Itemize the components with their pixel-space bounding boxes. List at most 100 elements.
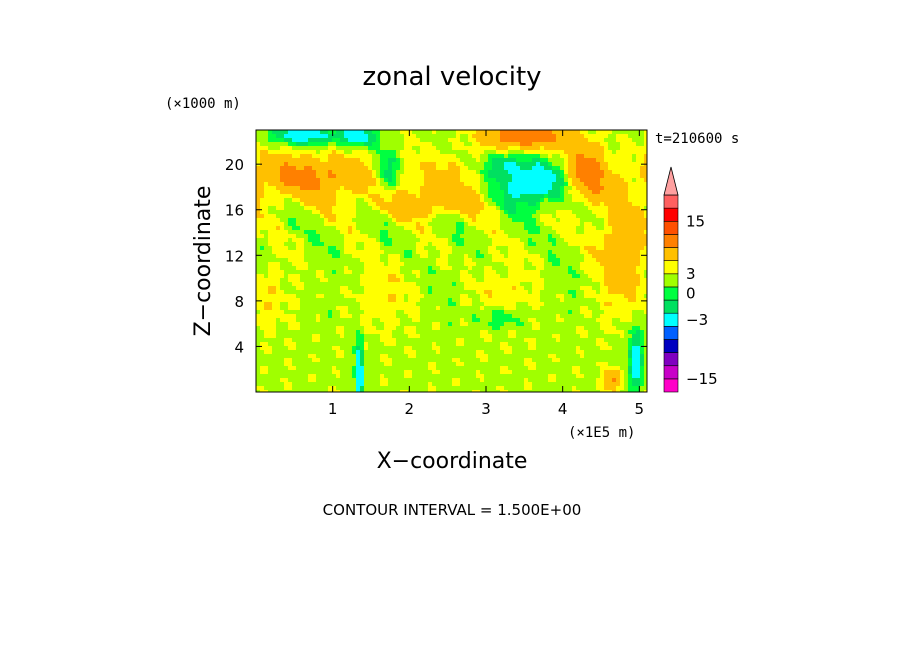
contour-cell <box>416 182 421 187</box>
contour-cell <box>256 194 261 199</box>
contour-cell <box>284 318 289 323</box>
contour-cell <box>448 162 453 167</box>
contour-cell <box>540 230 545 235</box>
contour-cell <box>636 238 641 243</box>
contour-cell <box>580 202 585 207</box>
contour-cell <box>400 190 405 195</box>
contour-cell <box>600 306 605 311</box>
contour-cell <box>300 170 305 175</box>
contour-cell <box>364 162 369 167</box>
contour-cell <box>448 274 453 279</box>
contour-cell <box>420 306 425 311</box>
contour-cell <box>384 278 389 283</box>
contour-cell <box>312 174 317 179</box>
contour-cell <box>532 274 537 279</box>
contour-cell <box>512 306 517 311</box>
contour-cell <box>532 258 537 263</box>
contour-cell <box>280 258 285 263</box>
contour-cell <box>436 174 441 179</box>
contour-cell <box>616 254 621 259</box>
contour-cell <box>344 258 349 263</box>
contour-cell <box>308 258 313 263</box>
contour-cell <box>392 198 397 203</box>
contour-cell <box>328 218 333 223</box>
contour-cell <box>540 130 545 135</box>
contour-cell <box>644 138 647 143</box>
contour-cell <box>344 210 349 215</box>
contour-cell <box>256 134 261 139</box>
contour-cell <box>336 234 341 239</box>
contour-cell <box>504 254 509 259</box>
contour-cell <box>504 262 509 267</box>
contour-cell <box>512 270 517 275</box>
contour-cell <box>284 230 289 235</box>
contour-cell <box>504 178 509 183</box>
contour-cell <box>528 170 533 175</box>
contour-cell <box>300 218 305 223</box>
contour-cell <box>440 322 445 327</box>
contour-cell <box>444 218 449 223</box>
contour-cell <box>408 286 413 291</box>
contour-cell <box>264 146 269 151</box>
contour-cell <box>396 278 401 283</box>
contour-cell <box>448 134 453 139</box>
contour-cell <box>564 330 569 335</box>
contour-cell <box>596 302 601 307</box>
contour-cell <box>256 178 261 183</box>
contour-cell <box>264 230 269 235</box>
contour-cell <box>376 234 381 239</box>
contour-cell <box>604 222 609 227</box>
contour-cell <box>308 270 313 275</box>
contour-cell <box>620 186 625 191</box>
contour-cell <box>292 142 297 147</box>
contour-cell <box>388 174 393 179</box>
contour-cell <box>548 154 553 159</box>
contour-cell <box>440 258 445 263</box>
contour-cell <box>524 170 529 175</box>
contour-cell <box>388 286 393 291</box>
contour-cell <box>372 190 377 195</box>
contour-cell <box>516 146 521 151</box>
contour-cell <box>524 234 529 239</box>
contour-cell <box>592 330 597 335</box>
contour-cell <box>332 294 337 299</box>
contour-cell <box>360 202 365 207</box>
contour-cell <box>360 206 365 211</box>
contour-cell <box>320 166 325 171</box>
contour-cell <box>304 134 309 139</box>
contour-cell <box>412 298 417 303</box>
contour-cell <box>264 226 269 231</box>
contour-cell <box>488 330 493 335</box>
contour-cell <box>508 230 513 235</box>
contour-cell <box>608 142 613 147</box>
contour-cell <box>332 202 337 207</box>
contour-cell <box>504 306 509 311</box>
contour-cell <box>568 238 573 243</box>
contour-cell <box>556 302 561 307</box>
contour-cell <box>304 230 309 235</box>
contour-cell <box>452 326 457 331</box>
contour-cell <box>344 162 349 167</box>
contour-cell <box>608 282 613 287</box>
contour-cell <box>476 282 481 287</box>
contour-cell <box>296 190 301 195</box>
contour-cell <box>428 150 433 155</box>
contour-cell <box>340 326 345 331</box>
contour-cell <box>304 190 309 195</box>
contour-cell <box>644 174 647 179</box>
contour-cell <box>460 242 465 247</box>
contour-cell <box>500 282 505 287</box>
contour-cell <box>608 166 613 171</box>
contour-cell <box>360 310 365 315</box>
contour-cell <box>356 294 361 299</box>
contour-cell <box>564 262 569 267</box>
contour-cell <box>400 218 405 223</box>
contour-cell <box>528 194 533 199</box>
contour-cell <box>312 282 317 287</box>
contour-cell <box>292 138 297 143</box>
contour-cell <box>324 282 329 287</box>
contour-cell <box>340 166 345 171</box>
contour-cell <box>452 190 457 195</box>
contour-cell <box>572 234 577 239</box>
contour-cell <box>344 166 349 171</box>
